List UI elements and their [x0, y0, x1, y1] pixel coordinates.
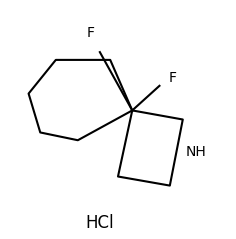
Text: F: F [169, 71, 177, 85]
Text: HCl: HCl [85, 214, 114, 232]
Text: F: F [87, 26, 95, 40]
Text: NH: NH [185, 145, 206, 159]
